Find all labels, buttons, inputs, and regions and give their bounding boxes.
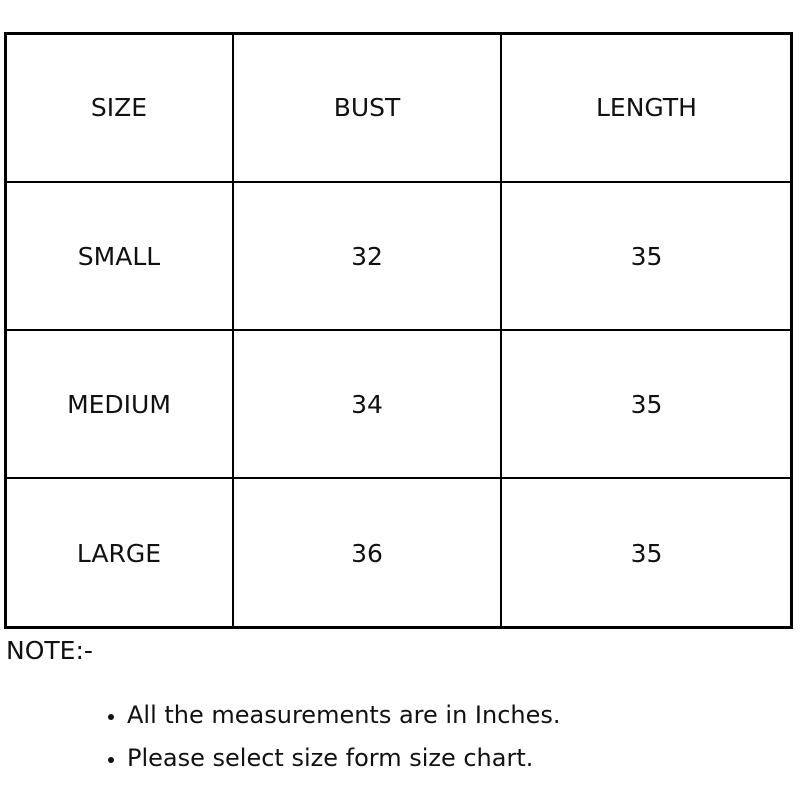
- table-cell: 35: [501, 478, 792, 628]
- note-list: All the measurements are in Inches.Pleas…: [0, 697, 561, 783]
- table-cell: MEDIUM: [5, 330, 233, 478]
- note-item: All the measurements are in Inches.: [127, 697, 561, 740]
- table-cell: SMALL: [5, 182, 233, 330]
- header-cell: LENGTH: [501, 33, 792, 182]
- table-cell: 32: [233, 182, 501, 330]
- note-item: Please select size form size chart.: [127, 740, 561, 783]
- header-cell: SIZE: [5, 33, 233, 182]
- header-cell: BUST: [233, 33, 501, 182]
- table-cell: 35: [501, 330, 792, 478]
- table-cell: 36: [233, 478, 501, 628]
- table-cell: LARGE: [5, 478, 233, 628]
- note-title: NOTE:-: [6, 636, 93, 665]
- size-table: SIZE BUST LENGTH SMALL 32 35 MEDIUM 34 35 LARGE 36…: [5, 33, 792, 628]
- table-cell: 34: [233, 330, 501, 478]
- table-cell: 35: [501, 182, 792, 330]
